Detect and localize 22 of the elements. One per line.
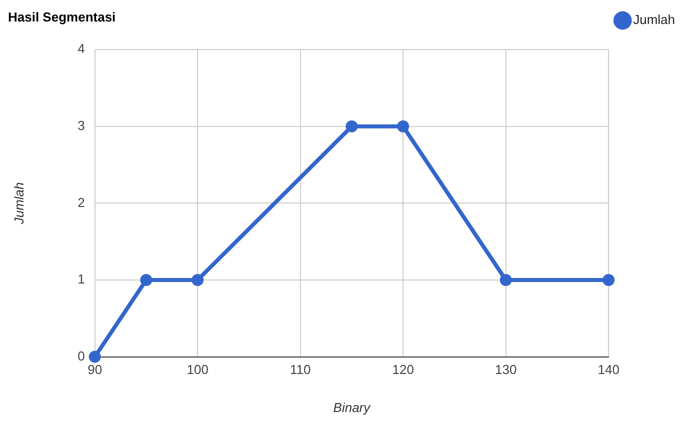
y-tick-label: 0: [78, 348, 85, 364]
y-tick-label: 3: [78, 118, 85, 133]
point: [500, 274, 512, 286]
y-tick-label: 4: [78, 41, 85, 56]
x-tick-label: 130: [494, 362, 517, 378]
point: [346, 120, 358, 132]
x-tick-label: 100: [186, 362, 208, 378]
legend-label: Jumlah: [633, 12, 676, 28]
chart-title: Hasil Segmentasi: [8, 9, 116, 24]
point: [140, 274, 152, 286]
x-tick-label: 120: [392, 362, 414, 378]
point: [397, 120, 410, 132]
x-axis-title: Binary: [333, 400, 372, 415]
point: [602, 274, 615, 286]
x-tick-label: 90: [88, 362, 102, 378]
point: [192, 274, 204, 286]
x-tick-label: 110: [290, 362, 311, 378]
y-tick-label: 2: [78, 194, 85, 210]
x-tick-label: 140: [598, 362, 620, 378]
point: [88, 350, 101, 363]
y-tick-label: 1: [78, 272, 85, 287]
y-axis-title: Jumlah: [11, 182, 26, 226]
